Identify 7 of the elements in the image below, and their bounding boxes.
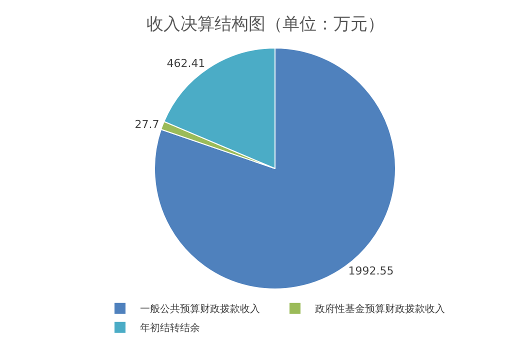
legend-label: 政府性基金预算财政拨款收入: [315, 303, 445, 316]
data-label: 462.41: [166, 57, 206, 70]
data-label: 1992.55: [348, 264, 394, 278]
data-label: 27.7: [134, 118, 160, 132]
legend-label: 年初结转结余: [140, 322, 200, 334]
legend-label: 一般公共预算财政拨款收入: [140, 303, 260, 316]
chart-title: 收入决算结构图（单位：万元）: [146, 14, 384, 35]
